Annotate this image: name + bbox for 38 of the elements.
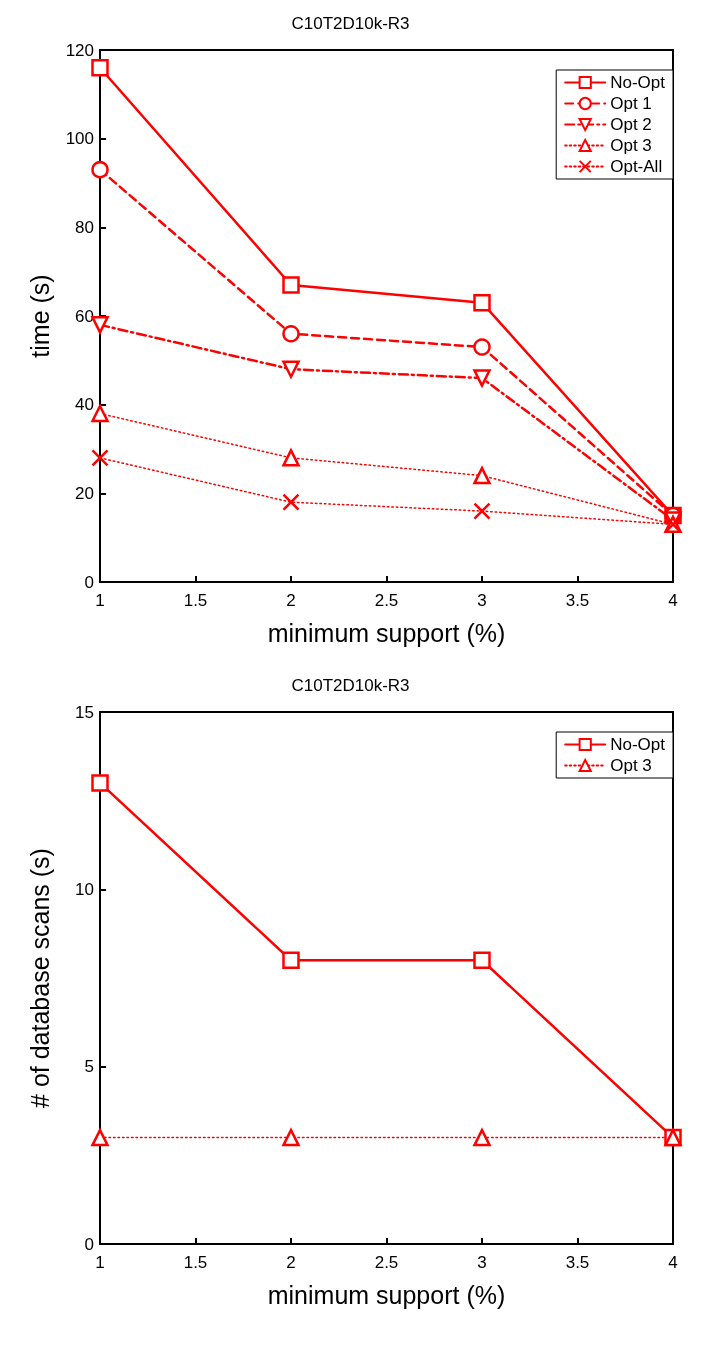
x-tick-label: 2.5 [374,591,399,610]
chart-title: C10T2D10k-R3 [291,14,410,33]
legend-label: Opt 3 [610,756,652,775]
legend-label: Opt 2 [610,115,652,134]
legend-label: Opt 1 [610,94,652,113]
y-axis-title: time (s) [25,274,54,358]
y-tick-label: 15 [75,702,94,722]
legend-label: Opt-All [610,157,663,176]
x-tick-label: 3.5 [565,591,590,610]
x-tick-label: 2 [286,591,296,610]
x-tick-label: 3 [477,1253,487,1272]
legend-label: No-Opt [610,73,666,92]
x-tick-label: 4 [668,591,678,610]
y-tick-label: 40 [75,395,94,415]
legend-label: Opt 3 [610,136,652,155]
x-tick-label: 3 [477,591,487,610]
x-tick-label: 1.5 [183,591,208,610]
y-tick-label: 80 [75,217,94,237]
y-tick-label: 0 [84,572,94,592]
y-tick-label: 10 [75,879,94,899]
y-tick-label: 60 [75,306,94,326]
x-tick-label: 1 [95,591,105,610]
x-tick-label: 2.5 [374,1253,399,1272]
y-tick-label: 120 [65,40,94,60]
chart-title: C10T2D10k-R3 [291,676,410,695]
x-tick-label: 1 [95,1253,105,1272]
y-tick-label: 20 [75,483,94,503]
x-tick-label: 2 [286,1253,296,1272]
x-axis-title: minimum support (%) [267,1280,506,1309]
legend-label: No-Opt [610,735,666,754]
y-tick-label: 100 [65,129,94,149]
x-tick-label: 1.5 [183,1253,208,1272]
y-tick-label: 0 [84,1234,94,1254]
x-tick-label: 4 [668,1253,678,1272]
x-axis-title: minimum support (%) [267,618,506,647]
x-tick-label: 3.5 [565,1253,590,1272]
y-tick-label: 5 [84,1057,94,1077]
y-axis-title: # of database scans (s) [25,848,54,1108]
